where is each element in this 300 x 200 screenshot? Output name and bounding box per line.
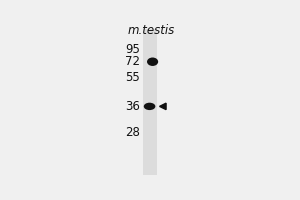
Text: 36: 36 [125, 100, 140, 113]
Text: 95: 95 [125, 43, 140, 56]
Text: m.testis: m.testis [128, 24, 175, 37]
Polygon shape [160, 103, 166, 110]
Text: 28: 28 [125, 126, 140, 139]
Ellipse shape [144, 103, 155, 110]
Text: 72: 72 [125, 55, 140, 68]
Bar [143, 29, 157, 175]
Ellipse shape [147, 57, 158, 66]
Text: 55: 55 [125, 71, 140, 84]
